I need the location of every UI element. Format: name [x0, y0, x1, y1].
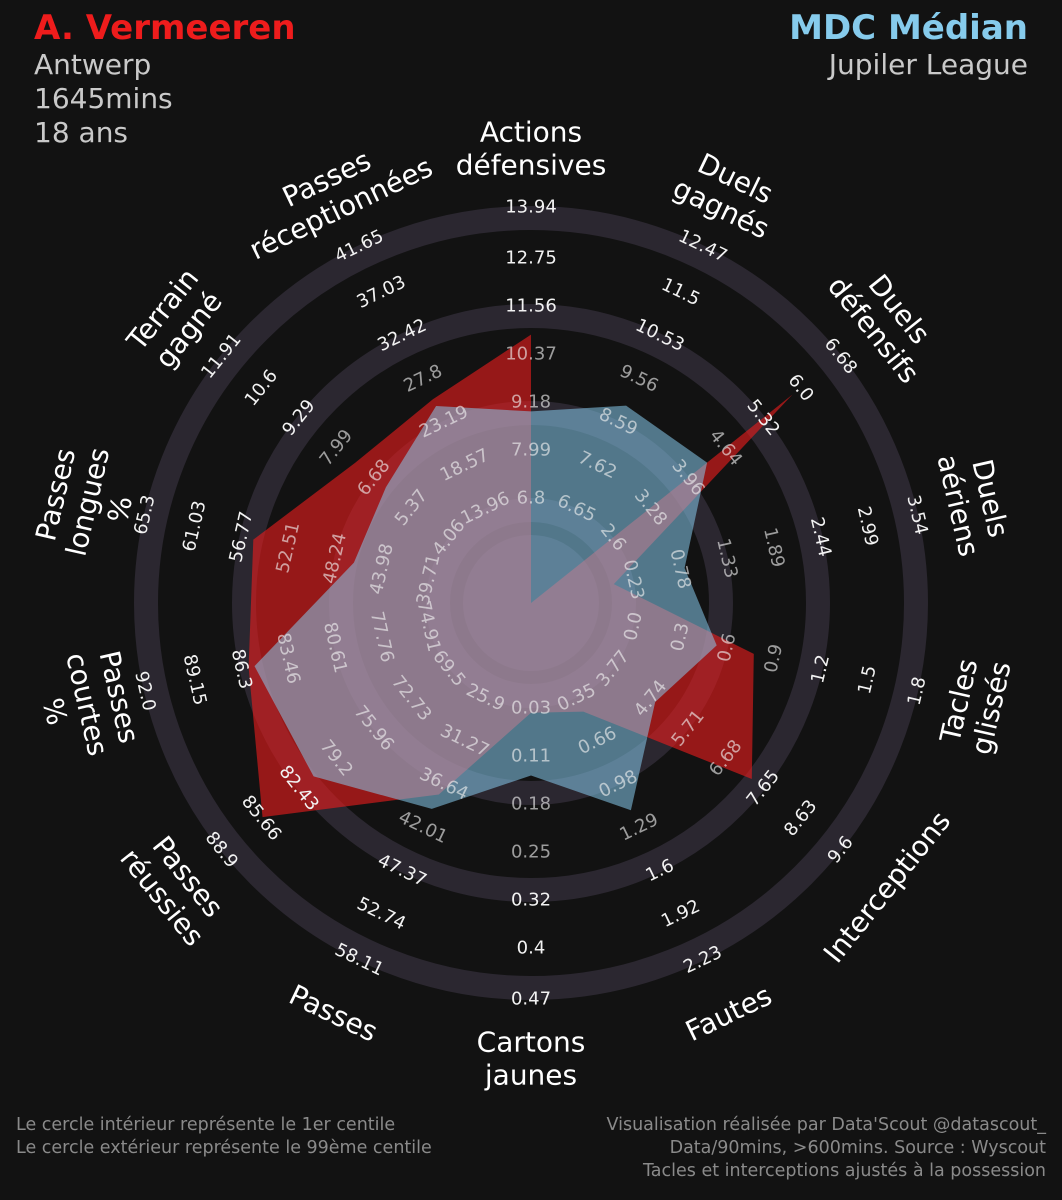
axis-label-actions-defensives: Actions défensives — [456, 116, 607, 182]
footnote-outer-circle: Le cercle extérieur représente le 99ème … — [16, 1138, 432, 1158]
tick-passes-receptionnees-6: 37.03 — [354, 272, 410, 313]
radar-series — [248, 334, 793, 818]
tick-cartons-jaunes-6: 0.4 — [517, 938, 546, 959]
axis-label-cartons-jaunes: Cartons jaunes — [477, 1026, 586, 1092]
series-mdc-median — [254, 405, 717, 811]
tick-tacles-glisses-6: 1.5 — [854, 664, 881, 697]
tick-actions-defensives-1: 6.8 — [517, 488, 546, 509]
tick-duels-aeriens-6: 2.99 — [853, 504, 882, 548]
tick-interceptions-6: 8.63 — [780, 796, 821, 840]
footnote-source: Data/90mins, >600mins. Source : Wyscout — [669, 1138, 1046, 1158]
tick-cartons-jaunes-5: 0.32 — [511, 890, 551, 911]
footnote-adjustment: Tacles et interceptions ajustés à la pos… — [643, 1161, 1046, 1181]
tick-terrain-gagne-4: 7.99 — [316, 426, 357, 470]
tick-cartons-jaunes-3: 0.18 — [511, 794, 551, 815]
axis-label-tacles-glisses: Taclesglissés — [932, 651, 1017, 758]
axis-label-passes-longues: Passeslongues% — [27, 437, 148, 566]
tick-tacles-glisses-4: 0.9 — [760, 642, 787, 675]
tick-actions-defensives-6: 12.75 — [505, 248, 557, 269]
tick-passes-6: 52.74 — [354, 893, 410, 934]
tick-duels-aeriens-4: 1.89 — [759, 526, 788, 570]
comparison-name: MDC Médian — [789, 8, 1028, 48]
tick-actions-defensives-2: 7.99 — [511, 440, 551, 461]
tick-actions-defensives-3: 9.18 — [511, 392, 551, 413]
axis-label-duels-aeriens: Duelsaériens — [930, 444, 1017, 559]
tick-fautes-6: 1.92 — [658, 896, 703, 932]
tick-cartons-jaunes-1: 0.03 — [511, 698, 551, 719]
tick-passes-4: 42.01 — [395, 807, 451, 848]
axis-label-passes: Passes — [284, 978, 383, 1048]
tick-terrain-gagne-6: 10.6 — [241, 366, 282, 410]
tick-passes-receptionnees-4: 27.8 — [400, 361, 445, 397]
tick-passes-courtes-6: 89.15 — [179, 652, 211, 707]
footnote-inner-circle: Le cercle intérieur représente le 1er ce… — [16, 1115, 396, 1135]
tick-fautes-4: 1.29 — [616, 809, 661, 845]
tick-passes-longues-6: 61.03 — [179, 499, 211, 554]
axis-label-passes-courtes: Passescourtes% — [27, 642, 147, 766]
player-team: Antwerp — [34, 48, 152, 81]
axis-label-fautes: Fautes — [680, 979, 777, 1048]
tick-duels-gagnes-4: 9.56 — [616, 361, 661, 397]
tick-cartons-jaunes-7: 0.47 — [511, 989, 551, 1010]
tick-actions-defensives-7: 13.94 — [505, 197, 557, 218]
tick-actions-defensives-5: 11.56 — [505, 296, 557, 317]
player-age: 18 ans — [34, 116, 129, 149]
radar-ring-1 — [134, 206, 928, 1000]
footnote-credit: Visualisation réalisée par Data'Scout @d… — [606, 1115, 1046, 1135]
comparison-league: Jupiler League — [828, 48, 1028, 81]
tick-duels-defensifs-6: 6.0 — [784, 370, 818, 405]
tick-cartons-jaunes-4: 0.25 — [511, 842, 551, 863]
tick-cartons-jaunes-2: 0.11 — [511, 746, 551, 767]
tick-duels-gagnes-6: 11.5 — [658, 274, 703, 310]
radar-ring-2 — [232, 304, 830, 902]
player-minutes: 1645mins — [34, 82, 173, 115]
player-name: A. Vermeeren — [34, 8, 296, 48]
tick-actions-defensives-4: 10.37 — [505, 344, 557, 365]
